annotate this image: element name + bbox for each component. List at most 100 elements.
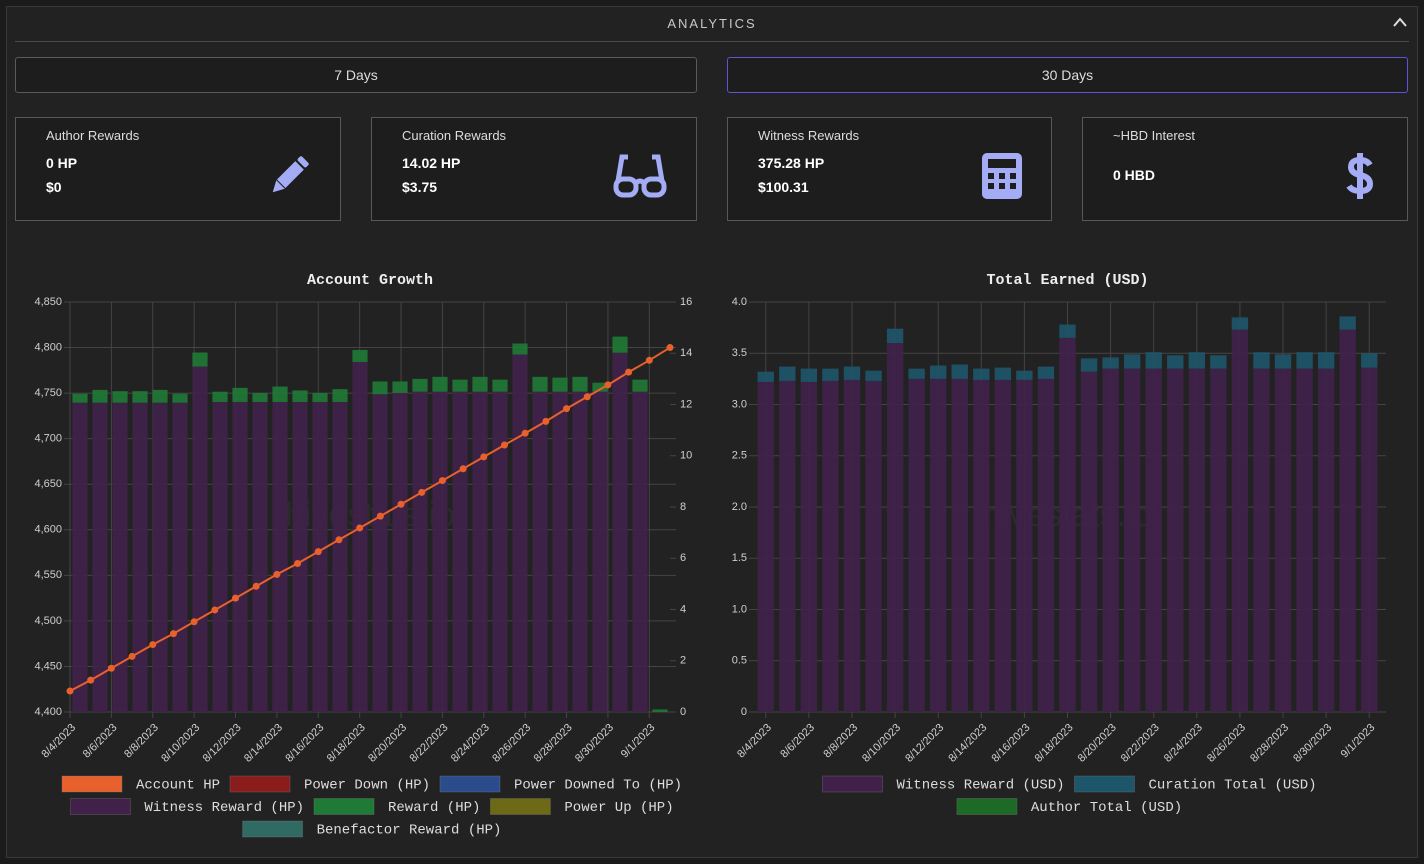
y-tick-label: 4.0 bbox=[732, 296, 747, 308]
bar bbox=[1231, 317, 1249, 330]
bar bbox=[1339, 329, 1356, 712]
bar bbox=[1296, 352, 1313, 369]
x-tick-label: 8/4/2023 bbox=[39, 722, 78, 761]
y-tick-label: 3.5 bbox=[732, 347, 747, 359]
bar bbox=[1274, 354, 1292, 369]
point bbox=[149, 641, 157, 649]
y2-tick-label: 16 bbox=[680, 296, 692, 308]
chart-title: Total Earned (USD) bbox=[986, 272, 1148, 289]
legend-swatch bbox=[822, 775, 883, 793]
card-title: Author Rewards bbox=[46, 128, 140, 143]
x-tick-label: 8/16/2023 bbox=[283, 722, 326, 765]
y-tick-label: 2.5 bbox=[732, 450, 747, 462]
x-tick-label: 8/28/2023 bbox=[532, 722, 575, 765]
divider bbox=[15, 41, 1409, 42]
bar bbox=[132, 402, 148, 712]
bar bbox=[292, 401, 308, 712]
card-value: 375.28 HP bbox=[758, 155, 825, 171]
y-tick-label: 4,450 bbox=[34, 660, 62, 672]
point bbox=[604, 381, 612, 389]
bar bbox=[994, 379, 1012, 712]
bar bbox=[951, 364, 968, 379]
bar bbox=[492, 379, 508, 392]
bar bbox=[512, 343, 528, 355]
point bbox=[542, 417, 550, 425]
bar bbox=[152, 402, 168, 712]
pencil-icon bbox=[272, 156, 309, 193]
bar bbox=[865, 380, 882, 712]
bar bbox=[1145, 368, 1162, 712]
x-tick-label: 8/30/2023 bbox=[573, 722, 616, 765]
calculator-icon bbox=[982, 153, 1022, 199]
x-tick-label: 8/14/2023 bbox=[946, 722, 989, 765]
bar bbox=[432, 376, 448, 392]
x-tick-label: 8/16/2023 bbox=[989, 722, 1032, 765]
y-tick-label: 2.0 bbox=[732, 501, 747, 513]
bar bbox=[779, 366, 796, 381]
x-tick-label: 8/14/2023 bbox=[242, 722, 285, 765]
bar bbox=[1188, 368, 1205, 712]
bar bbox=[908, 378, 925, 712]
card-values: 0 HP $0 bbox=[46, 151, 77, 199]
x-tick-label: 8/10/2023 bbox=[159, 722, 202, 765]
card-title: Curation Rewards bbox=[402, 128, 507, 143]
bar bbox=[930, 365, 947, 379]
bar bbox=[1016, 379, 1033, 712]
bar bbox=[1361, 367, 1378, 712]
bar bbox=[152, 389, 168, 403]
bar bbox=[1361, 353, 1378, 368]
x-tick-label: 8/26/2023 bbox=[490, 722, 533, 765]
bar bbox=[272, 401, 288, 712]
point bbox=[376, 512, 384, 520]
bar bbox=[973, 379, 990, 712]
tab-30-days[interactable]: 30 Days bbox=[727, 57, 1408, 93]
y-tick-label: 4,750 bbox=[34, 387, 62, 399]
point bbox=[521, 429, 529, 437]
bar bbox=[757, 371, 774, 382]
tab-7-days[interactable]: 7 Days bbox=[15, 57, 697, 93]
bar bbox=[212, 391, 228, 402]
y-tick-label: 4,800 bbox=[34, 341, 62, 353]
y2-tick-label: 2 bbox=[680, 655, 686, 667]
point bbox=[645, 356, 653, 364]
bar bbox=[886, 328, 904, 343]
bar bbox=[1188, 352, 1205, 369]
bar bbox=[1253, 352, 1270, 369]
bar bbox=[886, 343, 904, 712]
bar bbox=[652, 709, 668, 712]
bar bbox=[552, 391, 568, 712]
bar bbox=[757, 381, 774, 712]
legend-swatch bbox=[229, 775, 291, 793]
legend-swatch bbox=[69, 798, 131, 815]
point bbox=[438, 477, 446, 485]
bar bbox=[372, 381, 388, 395]
point bbox=[666, 344, 674, 352]
x-tick-label: 8/6/2023 bbox=[81, 722, 120, 761]
bar bbox=[492, 391, 508, 712]
bar bbox=[843, 366, 861, 380]
bar bbox=[112, 391, 128, 403]
bar bbox=[452, 379, 468, 392]
bar bbox=[112, 402, 128, 712]
y-tick-label: 4,500 bbox=[34, 615, 62, 627]
bar bbox=[930, 378, 947, 712]
bar bbox=[994, 367, 1012, 380]
bar bbox=[1123, 354, 1141, 369]
bar bbox=[1274, 368, 1292, 712]
point bbox=[252, 582, 260, 590]
bar bbox=[352, 361, 368, 712]
legend-label: Curation Total (USD) bbox=[1149, 778, 1317, 794]
legend-swatch bbox=[242, 820, 304, 838]
x-tick-label: 9/1/2023 bbox=[1339, 722, 1378, 761]
point bbox=[625, 368, 633, 376]
bar bbox=[800, 381, 818, 712]
collapse-chevron[interactable] bbox=[1392, 16, 1408, 28]
x-tick-label: 8/30/2023 bbox=[1291, 722, 1334, 765]
bar bbox=[572, 391, 588, 712]
card-title: Witness Rewards bbox=[758, 128, 860, 143]
y-tick-label: 4,400 bbox=[34, 706, 62, 718]
bar bbox=[252, 401, 268, 712]
legend-label: Power Up (HP) bbox=[564, 800, 673, 816]
legend-label: Power Downed To (HP) bbox=[514, 778, 682, 794]
